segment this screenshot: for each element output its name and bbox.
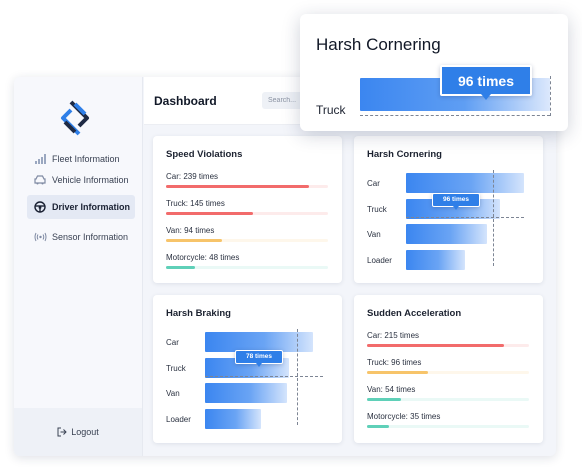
bar-label: Car [166, 338, 179, 347]
steering-wheel-icon [33, 200, 47, 214]
bar-label: Loader [367, 255, 392, 265]
metric-fill [166, 185, 309, 188]
sidebar-item-vehicle-information[interactable]: Vehicle Information [27, 168, 135, 192]
sidebar-item-label: Sensor Information [52, 232, 129, 242]
metric-fill [367, 425, 389, 428]
metric-track [367, 398, 529, 401]
metric-label: Car: 215 times [367, 331, 420, 340]
bar-loader [406, 249, 465, 270]
metric-label: Motorcycle: 35 times [367, 412, 441, 421]
bar-label: Loader [166, 414, 191, 424]
metric-track [166, 266, 328, 269]
bar-car [406, 173, 524, 193]
metric-label: Van: 54 times [367, 385, 416, 394]
metric-label: Truck: 145 times [166, 199, 225, 208]
value-tooltip: 96 times [432, 193, 480, 210]
sudden-acceleration-card: Sudden Acceleration Car: 215 times Truck:… [354, 295, 543, 443]
bar-van [406, 224, 487, 244]
metric-label: Car: 239 times [166, 172, 219, 181]
metric-track [367, 344, 529, 347]
harsh-cornering-card: Harsh Cornering Car Truck Van Loader 96 tim… [354, 136, 543, 283]
card-title: Speed Violations [166, 149, 243, 160]
main-content: Dashboard Speed Violations Car: 239 time… [144, 77, 556, 456]
card-title: Harsh Braking [166, 308, 231, 319]
page-title: Dashboard [154, 94, 217, 108]
logout-label: Logout [71, 427, 99, 437]
metric-track [166, 185, 328, 188]
metric-track [166, 212, 328, 215]
metric-fill [367, 398, 401, 401]
bar-label: Truck [367, 204, 387, 214]
sensor-waves-icon [33, 230, 47, 244]
metric-label: Truck: 96 times [367, 358, 422, 367]
sidebar-item-fleet-information[interactable]: Fleet Information [27, 147, 135, 171]
car-icon [33, 173, 47, 187]
signal-bars-icon [33, 152, 47, 166]
bar-loader [205, 408, 261, 429]
metric-fill [166, 239, 222, 242]
bar-label: Car [367, 179, 380, 188]
zoom-bar-label: Truck [316, 103, 346, 117]
harsh-braking-card: Harsh Braking Car Truck Van Loader 78 times [153, 295, 342, 443]
app-logo [61, 100, 89, 136]
zoom-title: Harsh Cornering [316, 35, 441, 54]
app-window: Fleet Information Vehicle Information Dr… [14, 77, 556, 456]
logout-icon [57, 427, 67, 437]
logout-button[interactable]: Logout [14, 408, 142, 456]
guide-line-vertical [550, 76, 551, 116]
guide-line-horizontal [205, 376, 323, 377]
sidebar-item-driver-information[interactable]: Driver Information [27, 195, 135, 219]
bar-label: Van [367, 230, 381, 239]
metric-track [367, 371, 529, 374]
bar-car [205, 332, 313, 352]
metric-fill [367, 344, 504, 347]
metric-fill [166, 212, 253, 215]
metric-fill [367, 371, 428, 374]
zoom-callout-harsh-cornering: Harsh Cornering Truck 96 times [300, 14, 568, 131]
guide-line-vertical [297, 329, 298, 425]
metric-label: Van: 94 times [166, 226, 215, 235]
value-tooltip: 78 times [235, 350, 283, 367]
metric-fill [166, 266, 195, 269]
bar-label: Van [166, 389, 180, 398]
zoom-value-tooltip: 96 times [440, 65, 532, 100]
bar-label: Truck [166, 363, 186, 373]
sidebar-item-label: Vehicle Information [52, 175, 129, 185]
guide-line-vertical [493, 170, 494, 266]
guide-line-horizontal [360, 115, 550, 116]
metric-track [367, 425, 529, 428]
sidebar-item-label: Fleet Information [52, 154, 120, 164]
sidebar: Fleet Information Vehicle Information Dr… [14, 77, 143, 456]
card-title: Harsh Cornering [367, 149, 442, 160]
guide-line-horizontal [406, 217, 524, 218]
card-title: Sudden Acceleration [367, 308, 462, 319]
sidebar-item-label: Driver Information [52, 202, 131, 212]
speed-violations-card: Speed Violations Car: 239 times Truck: 14… [153, 136, 342, 283]
metric-track [166, 239, 328, 242]
bar-van [205, 383, 287, 403]
sidebar-item-sensor-information[interactable]: Sensor Information [27, 225, 135, 249]
metric-label: Motorcycle: 48 times [166, 253, 240, 262]
